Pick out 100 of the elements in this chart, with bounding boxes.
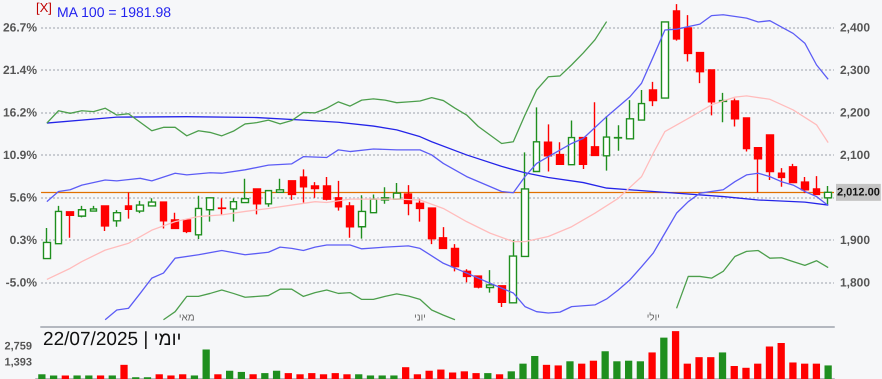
candlestick: [590, 102, 600, 156]
candlestick: [672, 3, 680, 42]
x-tick-label: מאי: [178, 312, 195, 324]
bar: [96, 375, 104, 379]
candlestick: [276, 178, 284, 194]
candlestick: [556, 141, 564, 165]
candlestick: [90, 205, 98, 212]
candlestick: [486, 269, 494, 294]
bar: [484, 373, 492, 379]
bar: [261, 373, 268, 379]
bar: [50, 375, 58, 379]
line-series: [676, 250, 829, 309]
bar: [202, 349, 210, 379]
y-tick-label: 1,800: [840, 275, 870, 290]
y2-tick-label: 10.9%: [2, 148, 38, 162]
bar: [296, 374, 304, 379]
candlestick: [532, 106, 540, 172]
bar: [578, 364, 586, 379]
x-tick-label: יולי: [646, 312, 660, 324]
bar: [602, 351, 609, 379]
bar: [73, 375, 81, 379]
candlestick: [684, 14, 692, 62]
y-tick-label: 2,400: [840, 20, 870, 34]
bar: [85, 375, 92, 379]
y-tick-label: 1,393: [4, 356, 32, 369]
candlestick: [136, 200, 144, 214]
bar: [390, 375, 398, 379]
bar: [707, 357, 714, 379]
bar: [284, 373, 292, 379]
line-series: [46, 20, 608, 144]
bar: [636, 361, 644, 379]
bar: [613, 361, 621, 379]
candlestick: [660, 21, 670, 99]
bar: [437, 370, 445, 379]
y-tick-label: 1,900: [840, 232, 870, 247]
bar: [766, 346, 774, 379]
candlestick: [428, 207, 436, 245]
bar: [108, 375, 116, 379]
bar: [730, 366, 738, 379]
candlestick: [300, 168, 308, 204]
bar: [542, 364, 550, 379]
line-series: [46, 116, 829, 206]
bar: [624, 360, 632, 379]
candlestick: [708, 69, 716, 116]
candlestick: [230, 198, 238, 222]
bar: [226, 370, 234, 379]
candlestick: [648, 81, 658, 107]
candlestick: [288, 180, 296, 201]
candlestick: [334, 180, 342, 212]
bar: [214, 374, 222, 379]
candlestick: [112, 209, 122, 228]
bar: [179, 374, 186, 379]
candlestick: [182, 219, 192, 234]
bar: [718, 352, 726, 379]
candlestick: [240, 178, 250, 204]
candlestick: [508, 239, 518, 304]
bar: [249, 374, 257, 379]
y2-tick-label: 0.3%: [10, 232, 38, 247]
candlestick: [778, 167, 786, 188]
bar: [648, 352, 656, 379]
candlestick: [264, 190, 272, 208]
candlestick: [614, 124, 622, 152]
chart-title: MA 100 = 1981.98: [57, 4, 172, 20]
bar: [472, 373, 480, 379]
bar: [824, 365, 832, 379]
bar: [425, 370, 433, 379]
candlestick: [520, 152, 530, 258]
candlestick: [754, 147, 762, 194]
bar: [672, 331, 680, 379]
text: יומי | 22/07/2025: [43, 329, 182, 350]
candlestick: [416, 198, 424, 222]
bar: [402, 367, 410, 379]
candlestick: [218, 198, 226, 216]
bar: [460, 371, 468, 379]
candlestick: [438, 226, 448, 250]
candlestick: [358, 194, 366, 240]
candlestick: [824, 185, 832, 206]
candlestick: [206, 197, 214, 222]
candlestick: [100, 205, 110, 232]
bar: [660, 338, 668, 379]
bar: [62, 375, 69, 379]
bar: [566, 361, 574, 379]
y2-tick-label: 16.2%: [2, 105, 38, 120]
line-series: [46, 95, 829, 280]
candlestick: [42, 227, 52, 260]
bar: [812, 364, 820, 379]
bar: [355, 374, 362, 379]
y2-tick-label: 26.7%: [2, 20, 38, 35]
candlestick: [742, 117, 750, 152]
candlestick: [160, 201, 168, 230]
candlestick: [322, 176, 332, 202]
annotation: [X]: [36, 0, 52, 15]
bar: [742, 368, 750, 379]
bar: [343, 374, 351, 379]
candlestick: [730, 98, 740, 128]
bar: [38, 374, 46, 379]
bar: [778, 342, 785, 379]
bar: [156, 374, 163, 379]
bar: [308, 373, 316, 379]
candlestick: [450, 243, 460, 272]
